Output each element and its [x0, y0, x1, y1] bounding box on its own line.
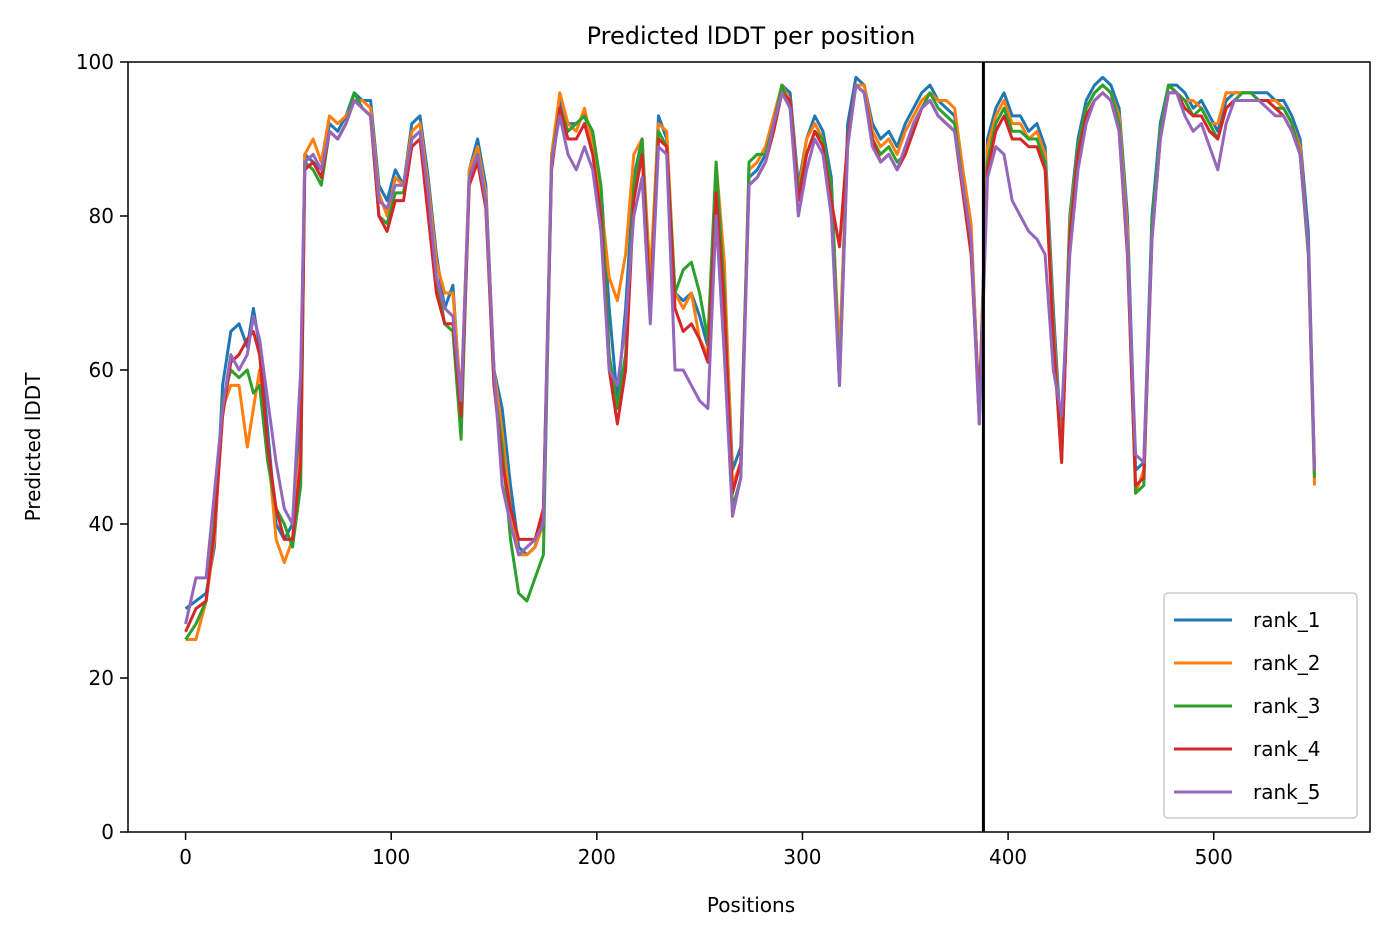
y-tick-label: 60: [89, 358, 114, 382]
legend-label-rank_1: rank_1: [1253, 608, 1320, 632]
x-tick-label: 100: [372, 845, 410, 869]
y-tick-label: 20: [89, 666, 114, 690]
plot-frame: [127, 61, 1371, 833]
x-tick-label: 400: [989, 845, 1027, 869]
legend-label-rank_3: rank_3: [1253, 694, 1320, 718]
x-tick-label: 0: [179, 845, 192, 869]
y-tick-label: 0: [101, 820, 114, 844]
legend-box: [1163, 592, 1358, 819]
chart-title: Predicted lDDT per position: [587, 22, 916, 50]
plot-lines: [184, 75, 1316, 641]
x-axis-label: Positions: [707, 893, 795, 917]
y-tick-label: 40: [89, 512, 114, 536]
y-tick-label: 80: [89, 204, 114, 228]
legend-label-rank_2: rank_2: [1253, 651, 1320, 675]
x-tick-label: 300: [783, 845, 821, 869]
legend: rank_1 rank_2 rank_3 rank_4 rank_5: [1163, 592, 1358, 819]
x-tick-label: 200: [578, 845, 616, 869]
series-line-rank_3: [184, 83, 1316, 641]
y-axis-ticks: 0 20 40 60 80 100: [76, 50, 128, 844]
series-line-rank_1: [184, 75, 1316, 610]
y-tick-label: 100: [76, 50, 114, 74]
legend-label-rank_4: rank_4: [1253, 737, 1320, 761]
y-axis-label: Predicted lDDT: [21, 372, 45, 522]
x-axis-ticks: 0 100 200 300 400 500: [179, 832, 1233, 869]
legend-label-rank_5: rank_5: [1253, 780, 1320, 804]
x-tick-label: 500: [1195, 845, 1233, 869]
series-line-rank_5: [184, 83, 1316, 625]
